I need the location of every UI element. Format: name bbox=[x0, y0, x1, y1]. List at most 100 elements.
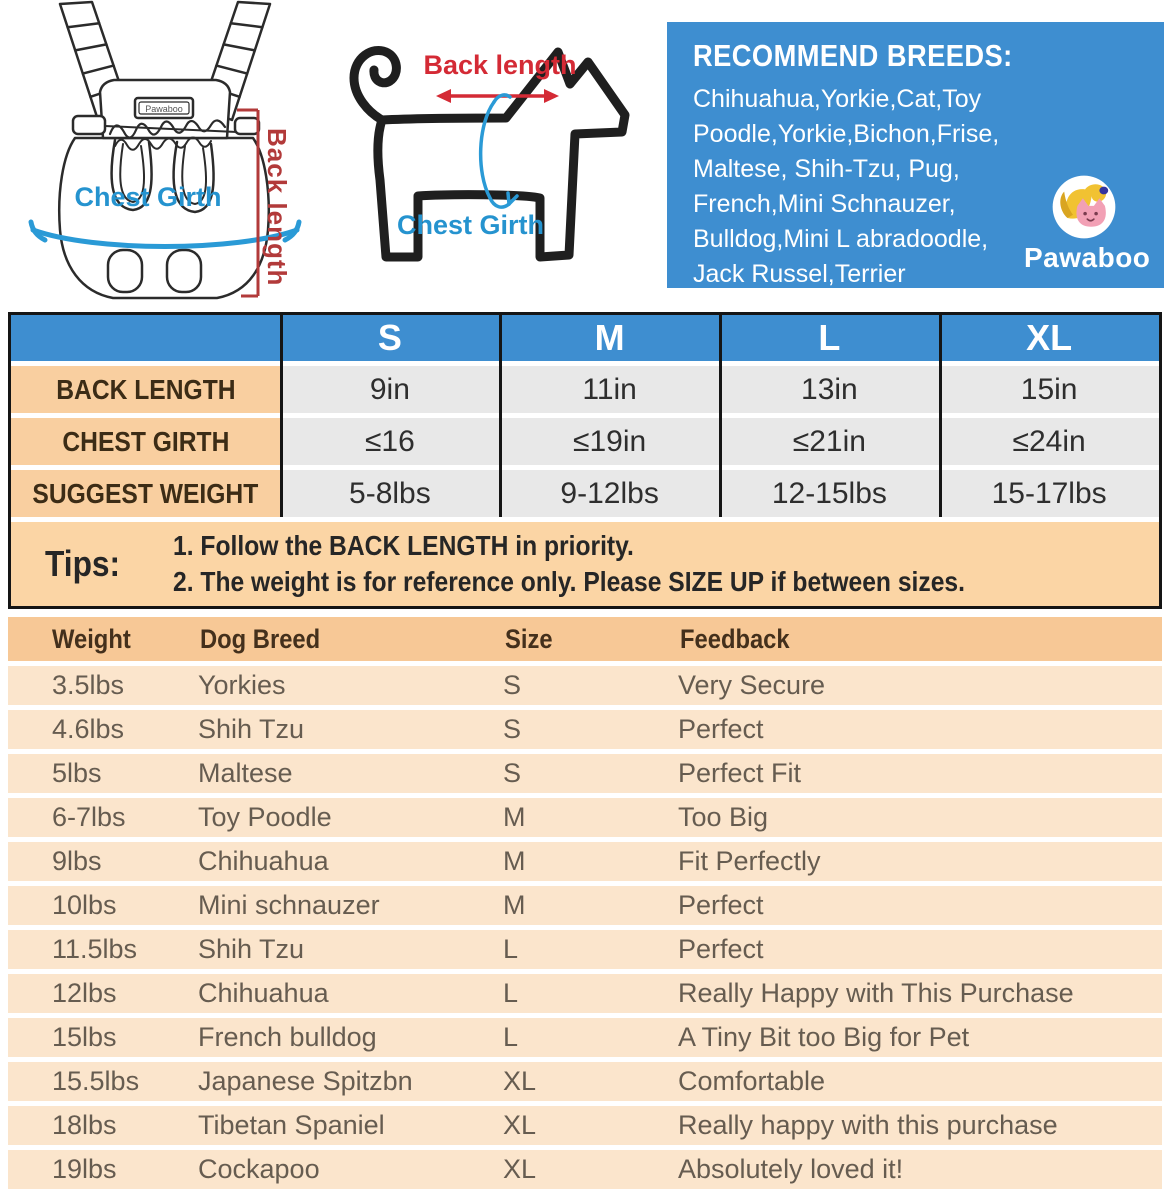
table-cell: M bbox=[503, 846, 526, 876]
dog-chest-girth-label: Chest Girth bbox=[396, 210, 544, 240]
table-row: 11.5lbs Shih Tzu L Perfect bbox=[8, 930, 1162, 969]
table-cell: 15in bbox=[939, 366, 1159, 413]
table-cell: Comfortable bbox=[678, 1066, 826, 1096]
column-header-feedback: Feedback bbox=[680, 623, 790, 654]
table-cell: Mini schnauzer bbox=[198, 890, 380, 920]
table-cell: 15lbs bbox=[52, 1022, 117, 1052]
table-cell: Maltese bbox=[198, 758, 293, 788]
table-cell: ≤24in bbox=[939, 418, 1159, 465]
table-cell: Toy Poodle bbox=[198, 802, 332, 832]
table-row: 4.6lbs Shih Tzu S Perfect bbox=[8, 710, 1162, 749]
size-table: S M L XL BACK LENGTH 9in 11in 13in 15in … bbox=[11, 315, 1159, 517]
table-cell: 9lbs bbox=[52, 846, 102, 876]
table-cell: 4.6lbs bbox=[52, 714, 125, 744]
size-col-xl: XL bbox=[1026, 317, 1073, 358]
table-cell: Very Secure bbox=[678, 670, 826, 700]
pawaboo-logo: Pawaboo bbox=[1024, 174, 1151, 274]
table-row: SUGGEST WEIGHT 5-8lbs 9-12lbs 12-15lbs 1… bbox=[11, 470, 1159, 517]
table-cell: 6-7lbs bbox=[52, 802, 126, 832]
carrier-diagram: Pawaboo Chest Girth Back length bbox=[15, 0, 315, 308]
table-cell: 19lbs bbox=[52, 1154, 117, 1184]
table-cell: 12lbs bbox=[52, 978, 117, 1008]
table-row: 3.5lbs Yorkies S Very Secure bbox=[8, 666, 1162, 705]
table-cell: XL bbox=[503, 1154, 537, 1184]
row-label: SUGGEST WEIGHT bbox=[32, 477, 259, 509]
table-cell: Tibetan Spaniel bbox=[198, 1110, 385, 1140]
column-divider bbox=[280, 315, 283, 517]
row-label: BACK LENGTH bbox=[55, 373, 236, 405]
table-cell: Chihuahua bbox=[198, 978, 329, 1008]
table-cell: 12-15lbs bbox=[719, 470, 940, 517]
size-col-m: M bbox=[594, 317, 625, 358]
size-table-corner bbox=[11, 315, 280, 361]
tips-label: Tips: bbox=[45, 543, 121, 584]
column-divider bbox=[499, 315, 502, 517]
table-cell: Really Happy with This Purchase bbox=[678, 978, 1074, 1008]
table-cell: French bulldog bbox=[198, 1022, 377, 1052]
table-row: BACK LENGTH 9in 11in 13in 15in bbox=[11, 366, 1159, 413]
recommend-breeds-panel: RECOMMEND BREEDS: Chihuahua,Yorkie,Cat,T… bbox=[667, 22, 1164, 288]
table-cell: Chihuahua bbox=[198, 846, 329, 876]
table-cell: 5-8lbs bbox=[280, 470, 500, 517]
top-section: Pawaboo Chest Girth Back length bbox=[0, 0, 1170, 310]
column-header-size: Size bbox=[505, 623, 553, 654]
tips-section: Tips: 1. Follow the BACK LENGTH in prior… bbox=[11, 522, 1159, 606]
table-cell: Cockapoo bbox=[198, 1154, 320, 1184]
table-cell: L bbox=[503, 978, 519, 1008]
table-cell: ≤21in bbox=[719, 418, 940, 465]
table-cell: 11.5lbs bbox=[52, 934, 138, 964]
table-cell: L bbox=[503, 934, 519, 964]
size-chart-block: S M L XL BACK LENGTH 9in 11in 13in 15in … bbox=[8, 312, 1162, 609]
table-cell: 9-12lbs bbox=[499, 470, 720, 517]
table-cell: Yorkies bbox=[198, 670, 286, 700]
carrier-brand-tag: Pawaboo bbox=[145, 104, 183, 114]
dog-back-length-label: Back length bbox=[423, 50, 577, 80]
table-cell: 9in bbox=[280, 366, 500, 413]
carrier-chest-girth-label: Chest Girth bbox=[74, 182, 222, 212]
table-row: 15.5lbs Japanese Spitzbn XL Comfortable bbox=[8, 1062, 1162, 1101]
column-header-weight: Weight bbox=[52, 623, 131, 654]
table-cell: S bbox=[503, 714, 522, 744]
table-row: 19lbs Cockapoo XL Absolutely loved it! bbox=[8, 1150, 1162, 1189]
table-cell: Too Big bbox=[678, 802, 769, 832]
tips-line-2: 2. The weight is for reference only. Ple… bbox=[173, 566, 965, 597]
table-row: 18lbs Tibetan Spaniel XL Really happy with … bbox=[8, 1106, 1162, 1145]
table-cell: Really happy with this purchase bbox=[678, 1110, 1058, 1140]
table-cell: M bbox=[503, 890, 526, 920]
dog-diagram: Back length Chest Girth bbox=[320, 20, 660, 305]
table-cell: M bbox=[503, 802, 526, 832]
table-cell: 11in bbox=[499, 366, 720, 413]
carrier-illustration: Pawaboo bbox=[28, 0, 302, 300]
table-cell: Fit Perfectly bbox=[678, 846, 821, 876]
table-row: 15lbs French bulldog L A Tiny Bit too Big f… bbox=[8, 1018, 1162, 1057]
pawaboo-logo-icon bbox=[1051, 174, 1117, 240]
table-cell: 13in bbox=[719, 366, 940, 413]
dog-illustration bbox=[349, 46, 630, 262]
row-label: CHEST GIRTH bbox=[61, 425, 230, 457]
column-header-breed: Dog Breed bbox=[200, 623, 321, 654]
table-cell: 15.5lbs bbox=[52, 1066, 140, 1096]
table-row: 5lbs Maltese S Perfect Fit bbox=[8, 754, 1162, 793]
table-cell: XL bbox=[503, 1066, 537, 1096]
table-cell: S bbox=[503, 758, 522, 788]
column-divider bbox=[939, 315, 942, 517]
table-cell: Japanese Spitzbn bbox=[198, 1066, 413, 1096]
table-cell: Shih Tzu bbox=[198, 934, 305, 964]
table-cell: S bbox=[503, 670, 522, 700]
pawaboo-logo-text: Pawaboo bbox=[1024, 242, 1151, 273]
table-cell: ≤16 bbox=[280, 418, 500, 465]
table-row: 12lbs Chihuahua L Really Happy with This Pu… bbox=[8, 974, 1162, 1013]
feedback-table-header: Weight Dog Breed Size Feedback bbox=[8, 617, 1162, 661]
table-row: CHEST GIRTH ≤16 ≤19in ≤21in ≤24in bbox=[11, 418, 1159, 465]
carrier-back-length-label: Back length bbox=[262, 128, 292, 287]
breeds-title: RECOMMEND BREEDS: bbox=[693, 38, 1013, 73]
table-cell: Absolutely loved it! bbox=[678, 1154, 904, 1184]
table-row: 9lbs Chihuahua M Fit Perfectly bbox=[8, 842, 1162, 881]
table-cell: Shih Tzu bbox=[198, 714, 305, 744]
feedback-rows: 3.5lbs Yorkies S Very Secure 4.6lbs Shih Tzu S… bbox=[8, 666, 1162, 1189]
table-cell: Perfect bbox=[678, 714, 764, 744]
tips-line-1: 1. Follow the BACK LENGTH in priority. bbox=[173, 530, 634, 561]
table-cell: Perfect bbox=[678, 934, 764, 964]
table-cell: 18lbs bbox=[52, 1110, 117, 1140]
table-cell: 5lbs bbox=[52, 758, 102, 788]
